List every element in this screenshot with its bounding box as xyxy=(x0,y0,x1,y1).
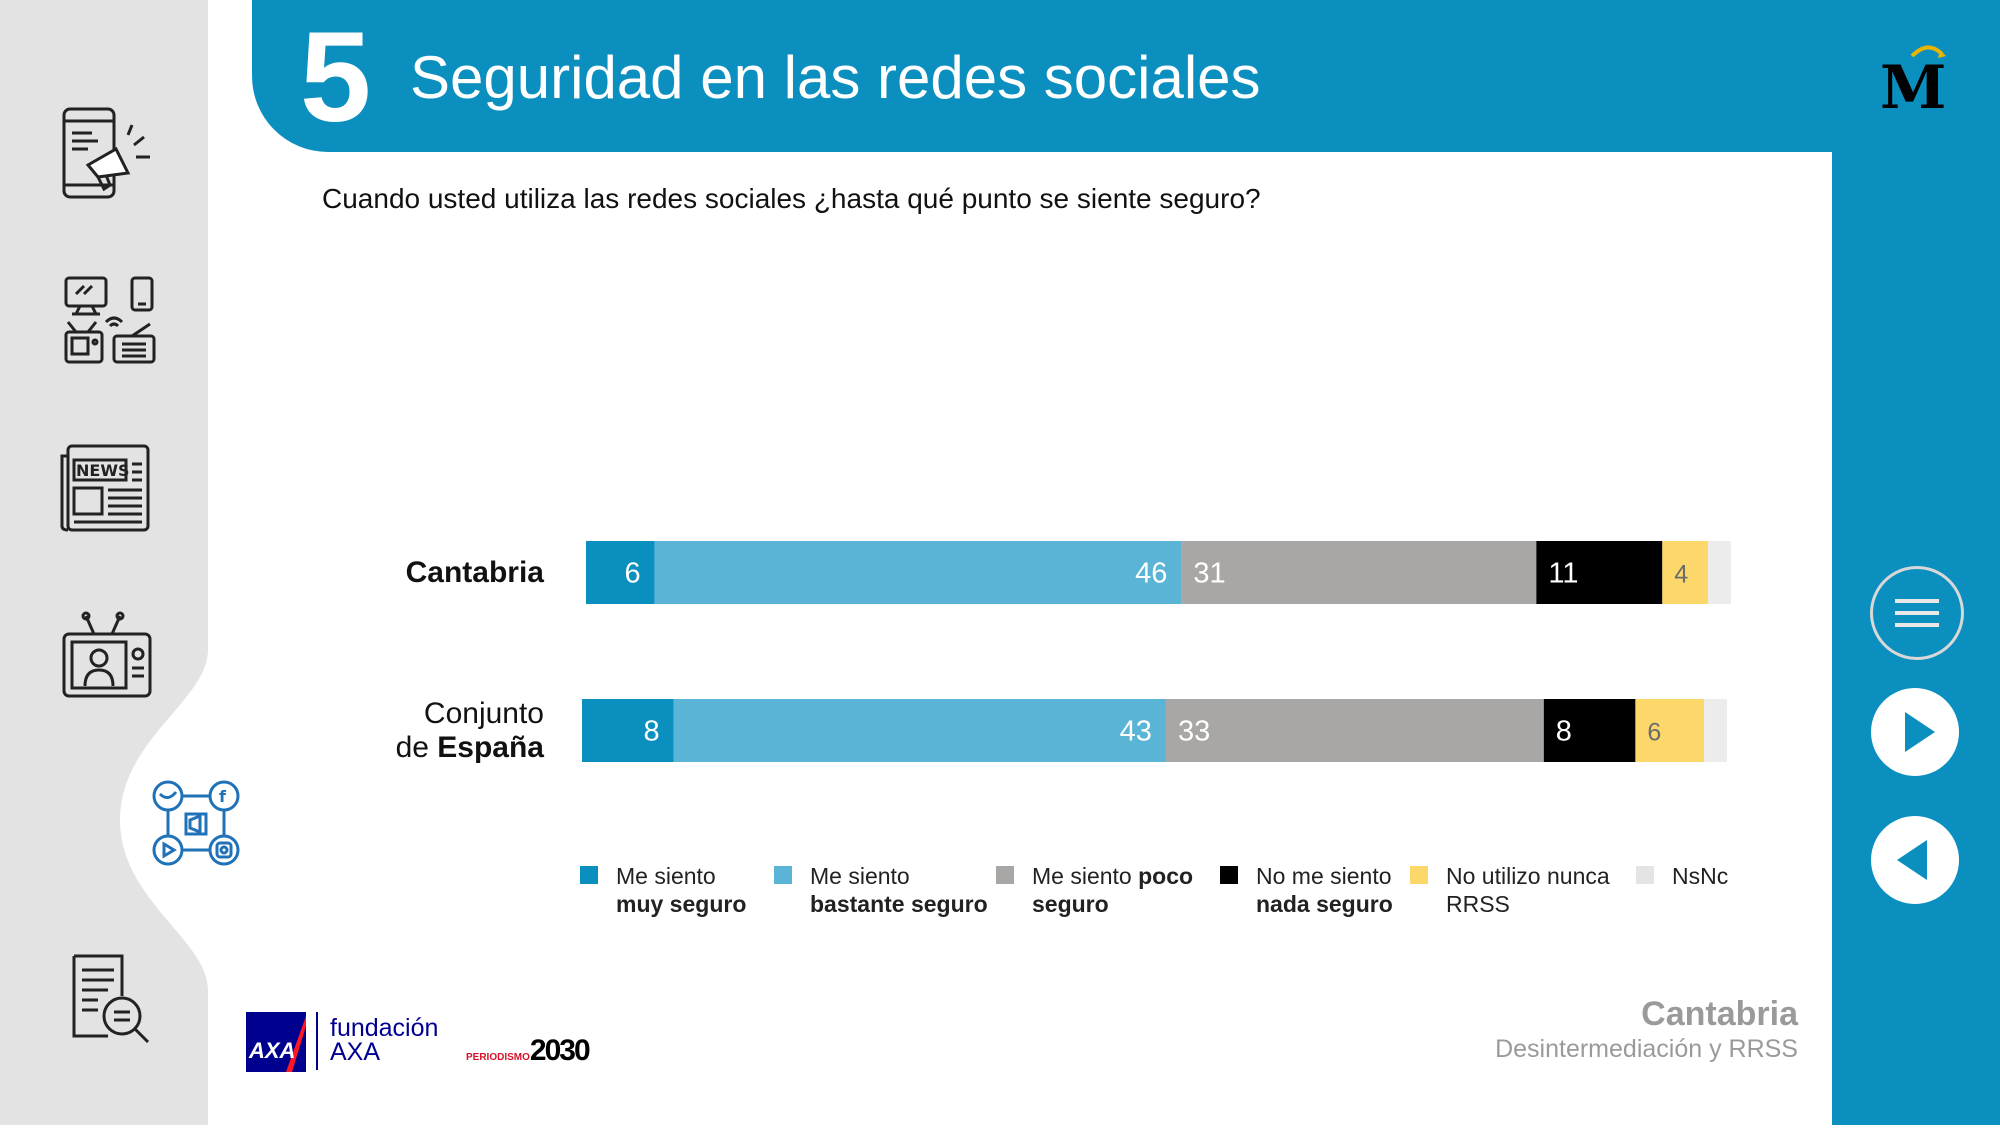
svg-text:NEWS: NEWS xyxy=(76,461,130,480)
bar-segment xyxy=(586,541,655,604)
legend-text-bold: muy seguro xyxy=(616,891,747,917)
bar-segment xyxy=(1165,699,1544,762)
legend-text: No me siento xyxy=(1256,863,1392,889)
fundacion-text: fundación xyxy=(330,1014,439,1042)
bar-segment xyxy=(1536,541,1663,604)
bar-value-label: 8 xyxy=(643,716,659,748)
axa-text: AXA xyxy=(330,1038,381,1066)
legend-text: Me siento xyxy=(1032,863,1139,889)
bar-value-label: 31 xyxy=(1193,558,1225,590)
social-media-icon[interactable]: f xyxy=(150,778,244,875)
survey-question: Cuando usted utiliza las redes sociales … xyxy=(322,183,1261,214)
legend-swatch xyxy=(1410,866,1428,884)
menu-button[interactable] xyxy=(1870,566,1964,660)
legend-text: No utilizo nunca xyxy=(1446,863,1610,889)
bar-value-label: 43 xyxy=(1120,716,1152,748)
bar-segment xyxy=(1181,541,1537,604)
periodismo-text: PERIODISMO xyxy=(466,1052,530,1063)
legend-swatch xyxy=(1220,866,1238,884)
row-label-espana: Conjunto de España xyxy=(244,697,544,765)
back-button[interactable] xyxy=(1871,816,1959,904)
row-label-bold: Cantabria xyxy=(405,556,544,589)
bar-value-label: 6 xyxy=(625,558,641,590)
axa-logo-text: AXA xyxy=(248,1038,295,1063)
tv-presenter-icon[interactable] xyxy=(60,610,154,707)
bar-segment xyxy=(1543,699,1636,762)
bar-segment xyxy=(582,699,674,762)
bar-segment xyxy=(1635,699,1705,762)
legend-text-bold: bastante seguro xyxy=(810,891,988,917)
play-icon xyxy=(1905,712,1935,752)
left-sidebar: NEWS f xyxy=(0,0,240,1125)
legend-text-bold: seguro xyxy=(1032,891,1109,917)
right-sidebar xyxy=(1832,0,2000,1125)
header-bar xyxy=(252,0,1832,152)
newspaper-icon[interactable]: NEWS xyxy=(60,442,154,539)
legend-text: Me siento xyxy=(810,863,910,889)
section-number: 5 xyxy=(300,6,372,149)
bar-value-label: 4 xyxy=(1674,561,1688,589)
footer-region: Cantabria Desintermediación y RRSS xyxy=(1398,994,1798,1064)
document-search-icon[interactable] xyxy=(68,952,154,1049)
next-button[interactable] xyxy=(1871,688,1959,776)
menu-icon xyxy=(1895,599,1939,627)
row-label-line1: Conjunto xyxy=(423,697,544,730)
row-label-line2: de España xyxy=(244,731,544,765)
bar-value-label: 11 xyxy=(1548,558,1578,590)
legend-text-bold: poco xyxy=(1138,863,1194,889)
axa-logo: AXA xyxy=(246,1012,310,1077)
brand-2030-text: 2030 xyxy=(529,1034,591,1067)
back-icon xyxy=(1897,840,1927,880)
legend-swatch xyxy=(996,866,1014,884)
bar-value-label: 6 xyxy=(1647,719,1661,747)
footer-region-name: Cantabria xyxy=(1641,995,1798,1033)
logo-divider xyxy=(316,1012,318,1070)
footer-subtitle: Desintermediación y RRSS xyxy=(1495,1035,1798,1063)
bar-segment xyxy=(1708,541,1731,604)
row-label-bold: España xyxy=(437,731,544,764)
mobile-megaphone-icon[interactable] xyxy=(58,105,156,206)
page-title: Seguridad en las redes sociales xyxy=(410,44,1261,111)
bar-value-label: 33 xyxy=(1178,716,1210,748)
legend-text: NsNc xyxy=(1672,863,1729,889)
bar-segment xyxy=(673,699,1166,762)
legend-text: Me siento xyxy=(616,863,716,889)
svg-text:f: f xyxy=(219,787,227,806)
m-logo: M xyxy=(1878,40,1958,123)
sidebar-background xyxy=(0,0,208,1125)
row-label-cantabria: Cantabria xyxy=(244,556,544,590)
fundacion-axa-logo: fundación AXA xyxy=(330,1014,439,1066)
bar-segment xyxy=(654,541,1182,604)
row-label-prefix: de xyxy=(395,731,438,764)
legend-text: RRSS xyxy=(1446,891,1510,917)
legend-swatch xyxy=(580,866,598,884)
legend-swatch xyxy=(774,866,792,884)
svg-text:M: M xyxy=(1880,53,1946,116)
devices-icon[interactable] xyxy=(62,274,158,373)
periodismo-2030-logo: PERIODISMO2030 xyxy=(466,1034,591,1068)
legend-text-bold: nada seguro xyxy=(1256,891,1393,917)
bar-value-label: 8 xyxy=(1556,716,1572,748)
bar-value-label: 46 xyxy=(1135,558,1167,590)
bar-segment xyxy=(1704,699,1727,762)
bar-segment xyxy=(1662,541,1709,604)
legend-swatch xyxy=(1636,866,1654,884)
